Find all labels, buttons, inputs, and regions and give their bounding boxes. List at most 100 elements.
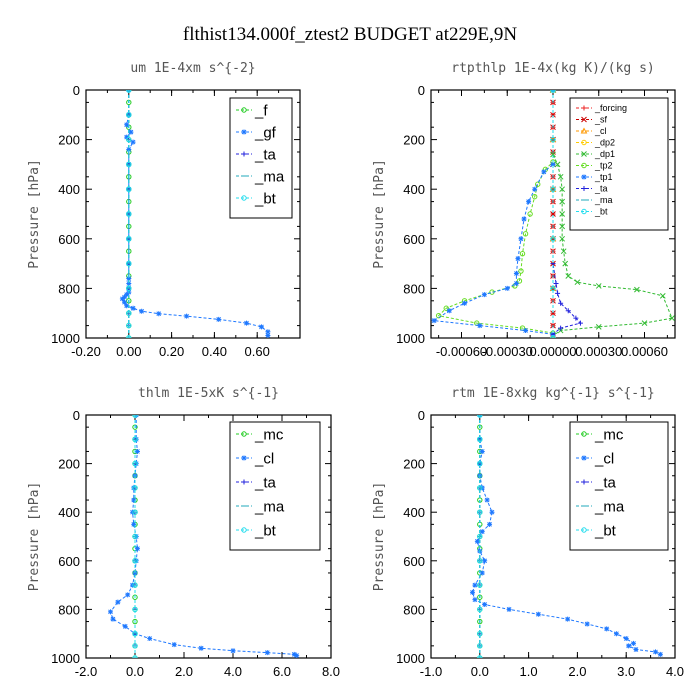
data-point	[559, 223, 566, 230]
data-point	[241, 479, 247, 485]
data-point	[126, 161, 132, 168]
legend-entry-bt: _bt	[594, 522, 617, 539]
data-point	[126, 136, 132, 143]
data-point	[171, 642, 177, 648]
data-point	[477, 558, 483, 564]
legend-entry-bt: _bt	[254, 190, 277, 207]
data-point	[559, 235, 566, 242]
data-point	[147, 636, 153, 642]
x-tick-label: 0.0	[126, 664, 144, 679]
x-tick-label: 6.0	[273, 664, 291, 679]
legend-entry-ma: _ma	[254, 168, 285, 185]
data-point	[532, 193, 538, 200]
x-tick-label: 0.00060	[621, 344, 668, 359]
data-point	[126, 335, 132, 338]
data-point	[132, 415, 138, 418]
x-tick-label: -0.00060	[436, 344, 487, 359]
data-point	[626, 643, 632, 649]
x-tick-label: -1.0	[420, 664, 442, 679]
legend-entry-ta: _ta	[254, 146, 277, 163]
data-point	[527, 211, 533, 217]
data-point	[443, 305, 449, 311]
data-point	[577, 320, 583, 326]
data-point	[132, 485, 138, 491]
x-tick-label: 2.0	[568, 664, 586, 679]
data-point	[184, 313, 190, 319]
data-point	[535, 181, 541, 187]
data-point	[550, 211, 556, 217]
x-tick-label: -2.0	[75, 664, 97, 679]
data-point	[550, 285, 556, 292]
data-point	[126, 112, 132, 118]
data-point	[504, 285, 510, 291]
data-point	[479, 570, 485, 576]
data-point	[513, 280, 519, 286]
data-point	[132, 460, 138, 467]
data-point	[584, 621, 590, 627]
y-tick-label: 400	[58, 505, 80, 520]
data-point	[115, 599, 121, 605]
data-point	[595, 323, 602, 330]
data-point	[477, 631, 483, 637]
data-point	[518, 268, 524, 274]
y-tick-label: 0	[73, 83, 80, 98]
data-point	[472, 597, 478, 603]
data-point	[469, 589, 475, 595]
data-point	[565, 273, 572, 279]
legend-box	[229, 421, 321, 551]
data-point	[535, 611, 541, 617]
chart-title: rtpthlp 1E-4x(kg K)/(kg s)	[451, 61, 655, 76]
data-point	[669, 315, 675, 322]
data-point	[581, 162, 587, 169]
data-point	[581, 527, 587, 533]
legend: _mc _cl _ta _ma _bt	[569, 421, 669, 551]
data-point	[532, 186, 538, 192]
data-point	[541, 169, 547, 175]
data-point	[132, 655, 138, 658]
series-line-tp1	[432, 90, 554, 335]
data-point	[560, 248, 567, 255]
y-axis-label: Pressure [hPa]	[372, 482, 387, 592]
data-point	[477, 643, 483, 649]
data-point	[216, 316, 222, 322]
data-point	[550, 151, 556, 158]
data-point	[132, 606, 138, 613]
data-point	[241, 107, 247, 113]
data-point	[125, 592, 131, 598]
data-point	[474, 538, 480, 544]
figure-title: flthist134.000f_ztest2 BUDGET at229E,9N	[183, 24, 518, 45]
data-point	[139, 308, 145, 314]
data-point	[506, 606, 512, 612]
y-tick-label: 600	[58, 554, 80, 569]
data-point	[482, 558, 488, 564]
data-point	[565, 616, 571, 622]
data-point	[581, 455, 587, 461]
chart-panel-4: rtm 1E-8xkg kg^{-1} s^{-1} Pressure [hPa]…	[372, 386, 684, 679]
chart-title: um 1E-4xm s^{-2}	[130, 61, 255, 76]
data-point	[550, 90, 556, 93]
data-point	[574, 279, 581, 286]
data-point	[595, 283, 602, 289]
data-point	[241, 195, 247, 201]
data-point	[477, 509, 483, 515]
data-point	[553, 280, 559, 286]
data-point	[132, 582, 138, 588]
data-point	[477, 582, 483, 588]
legend-entry-ta: _ta	[254, 474, 277, 491]
data-point	[623, 636, 629, 642]
legend-entry-cl: _cl	[254, 450, 274, 467]
x-tick-label: -0.20	[71, 344, 101, 359]
legend-entry-bt: _bt	[594, 207, 608, 217]
legend-entry-bt: _bt	[254, 522, 277, 539]
y-tick-label: 200	[58, 133, 80, 148]
legend-box	[569, 97, 669, 231]
data-point	[126, 236, 132, 242]
data-point	[198, 645, 204, 651]
y-tick-label: 1000	[396, 331, 425, 346]
data-point	[550, 335, 556, 338]
y-tick-label: 800	[58, 602, 80, 617]
data-point	[126, 186, 132, 192]
data-point	[132, 618, 138, 625]
data-point	[555, 290, 561, 296]
